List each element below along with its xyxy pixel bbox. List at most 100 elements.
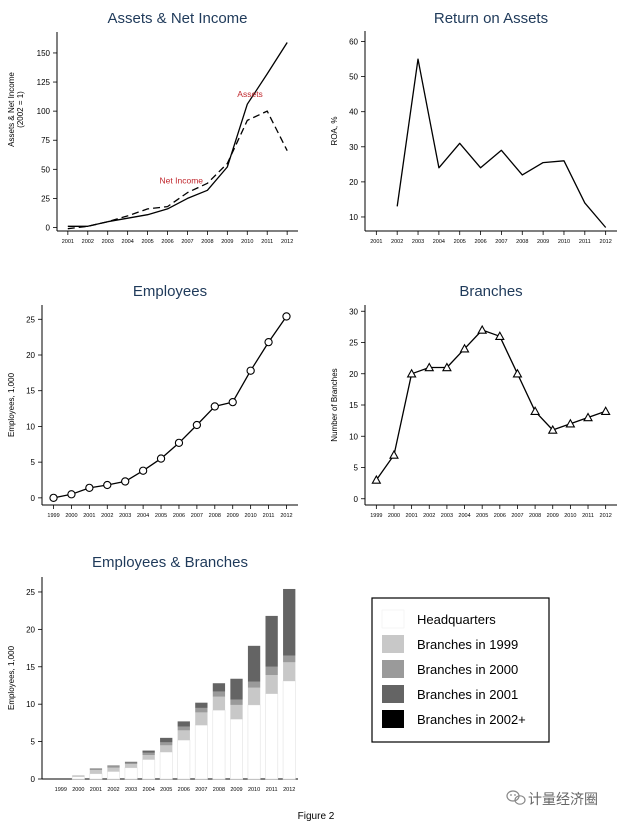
data-point-marker <box>156 454 166 463</box>
x-tick-label: 2012 <box>280 513 292 519</box>
x-tick-label: 2007 <box>181 239 193 245</box>
x-tick-label: 2002 <box>391 239 403 245</box>
y-axis-label: Employees, 1,000 <box>7 645 16 710</box>
y-tick-label: 0 <box>31 494 36 503</box>
x-tick-label: 2000 <box>65 513 77 519</box>
x-tick-label: 2003 <box>125 787 137 793</box>
bar-segment-branches-in-2000 <box>247 681 261 688</box>
series-annotation: Assets <box>237 89 263 99</box>
x-tick-label: 2004 <box>143 787 155 793</box>
bar-segment-headquarters <box>230 718 243 780</box>
y-axis-label: ROA, % <box>330 117 339 146</box>
bar-segment-branches-in-2001 <box>265 615 278 667</box>
bar-segment-headquarters <box>177 739 191 780</box>
data-point-marker <box>85 483 94 493</box>
figure-caption: Figure 2 <box>298 811 335 822</box>
bar-segment-branches-in-2000 <box>195 707 208 713</box>
y-tick-label: 60 <box>349 38 358 47</box>
y-axis-label-sub: (2002 = 1) <box>16 91 25 128</box>
x-tick-label: 2012 <box>600 239 612 245</box>
legend-swatch <box>382 660 404 678</box>
x-tick-label: 2009 <box>221 239 233 245</box>
x-tick-label: 2002 <box>82 239 94 245</box>
data-point-marker <box>210 402 219 411</box>
bar-segment-branches-in-2000 <box>142 752 155 756</box>
y-tick-label: 20 <box>26 351 35 360</box>
x-tick-label: 2010 <box>558 239 570 245</box>
series-line-roa <box>396 58 607 228</box>
data-point-marker <box>264 337 273 347</box>
bar-segment-branches-in-1999 <box>177 730 190 741</box>
x-tick-label: 2002 <box>101 513 113 519</box>
bar-segment-branches-in-2001 <box>160 737 173 743</box>
y-tick-label: 20 <box>349 370 358 379</box>
bar-segment-branches-in-2000 <box>212 691 226 697</box>
bar-segment-headquarters <box>142 759 156 780</box>
legend: Headquarters Branches in 1999 Branches in … <box>371 597 550 743</box>
x-tick-label: 2012 <box>281 239 293 245</box>
x-tick-label: 2006 <box>161 239 173 245</box>
data-point-marker <box>103 480 112 490</box>
wechat-icon <box>506 790 526 805</box>
data-point-marker <box>494 331 505 341</box>
bar-segment-branches-in-2001 <box>230 678 243 700</box>
bar-segment-branches-in-1999 <box>283 662 296 681</box>
y-tick-label: 5 <box>31 458 36 467</box>
y-tick-label: 5 <box>31 738 36 747</box>
series-line-employees <box>53 316 288 499</box>
legend-label: Branches in 1999 <box>417 637 518 652</box>
x-tick-label: 2005 <box>476 513 488 519</box>
x-tick-label: 2007 <box>511 513 523 519</box>
x-tick-label: 2006 <box>178 787 190 793</box>
x-tick-label: 2010 <box>564 513 576 519</box>
legend-swatch <box>382 710 404 728</box>
x-tick-label: 2009 <box>227 513 239 519</box>
bar-segment-branches-in-1999 <box>72 775 85 777</box>
series-annotation: Net Income <box>160 175 204 185</box>
x-tick-label: 2010 <box>241 239 253 245</box>
bar-segment-branches-in-1999 <box>247 687 261 705</box>
x-tick-label: 2000 <box>388 513 400 519</box>
chart-assets: Assets & Net Income 0 25 50 75 100 125 150 Asset… <box>7 10 298 245</box>
chart-roa: Return on Assets 10 20 30 40 50 60 ROA, % 2001 20… <box>330 10 617 245</box>
bar-segment-branches-in-2001 <box>124 761 138 763</box>
chart-title: Return on Assets <box>434 10 548 27</box>
y-tick-label: 10 <box>26 422 35 431</box>
x-tick-label: 2011 <box>582 513 594 519</box>
x-tick-label: 2007 <box>495 239 507 245</box>
y-tick-label: 25 <box>41 194 50 203</box>
chart-employees: Employees 0 5 10 15 20 25 Employees, 1,000 1999 2… <box>7 283 298 519</box>
x-tick-label: 2004 <box>433 239 445 245</box>
data-point-marker <box>174 438 184 448</box>
x-tick-label: 2002 <box>107 787 119 793</box>
y-axis-label: Number of Branches <box>330 368 339 441</box>
legend-label: Branches in 2000 <box>417 662 518 677</box>
data-point-marker <box>406 368 417 378</box>
x-tick-label: 2011 <box>263 513 275 519</box>
x-tick-label: 2005 <box>141 239 153 245</box>
x-tick-label: 2012 <box>600 513 612 519</box>
legend-label: Branches in 2002+ <box>417 712 526 727</box>
y-tick-label: 25 <box>26 588 35 597</box>
x-tick-label: 2007 <box>195 787 207 793</box>
y-tick-label: 100 <box>37 107 51 116</box>
x-tick-label: 2006 <box>494 513 506 519</box>
y-tick-label: 40 <box>349 108 358 117</box>
x-tick-label: 2003 <box>412 239 424 245</box>
x-tick-label: 2004 <box>137 513 149 519</box>
watermark-text: 计量经济圈 <box>528 792 598 808</box>
y-tick-label: 75 <box>41 136 50 145</box>
data-point-marker <box>459 343 470 353</box>
data-point-marker <box>282 312 291 321</box>
x-tick-label: 2006 <box>173 513 185 519</box>
legend-label: Branches in 2001 <box>417 687 518 702</box>
x-tick-label: 2004 <box>122 239 134 245</box>
y-tick-label: 10 <box>26 700 35 709</box>
bar-segment-branches-in-2000 <box>124 762 138 765</box>
bar-segment-branches-in-2001 <box>212 683 226 692</box>
x-tick-label: 2008 <box>201 239 213 245</box>
x-tick-label: 2001 <box>62 239 74 245</box>
bar-segment-branches-in-2001 <box>142 750 155 753</box>
y-tick-label: 150 <box>37 49 51 58</box>
